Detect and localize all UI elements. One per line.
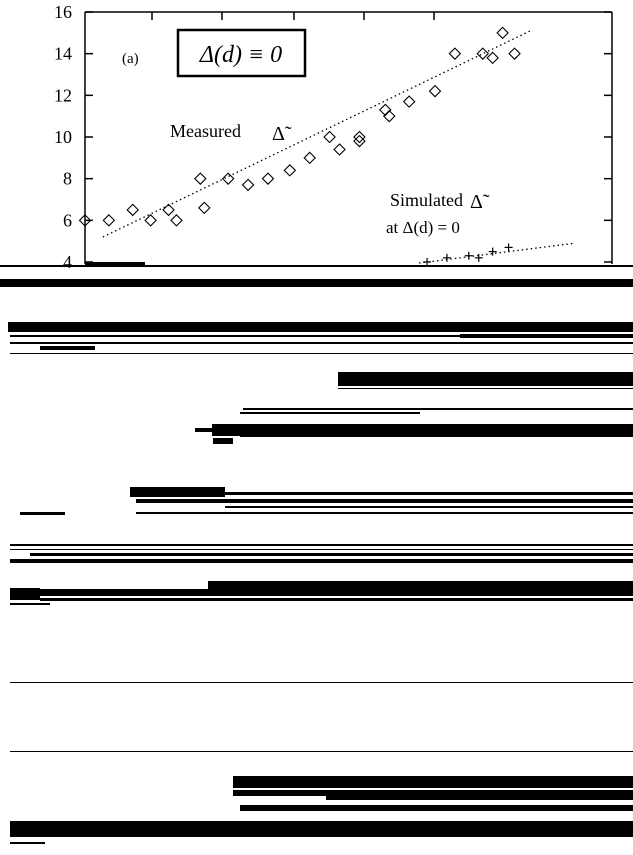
scan-artifact-stripe <box>20 512 65 515</box>
y-tick-label: 8 <box>63 169 72 189</box>
measured-point <box>508 47 521 60</box>
scan-artifact-stripe <box>225 492 633 495</box>
measured-point <box>194 172 207 185</box>
simulated-trend-line <box>419 242 575 264</box>
y-tick-label: 14 <box>54 44 72 64</box>
scan-artifact-stripe <box>10 342 633 344</box>
measured-point <box>382 109 396 123</box>
scan-artifact-stripe <box>10 821 633 837</box>
measured-point <box>353 130 366 144</box>
y-tick-label: 10 <box>54 127 72 147</box>
measured-point <box>303 151 316 165</box>
measured-point <box>428 84 442 98</box>
scan-artifact-stripe <box>243 408 633 410</box>
scan-artifact-stripe <box>460 334 633 338</box>
scan-artifact-stripe <box>10 842 45 844</box>
scan-artifact-stripe <box>10 751 633 752</box>
measured-point <box>261 172 275 185</box>
scan-artifact-stripe <box>10 603 50 605</box>
scan-artifact-stripe <box>30 553 633 556</box>
y-tick-label: 6 <box>63 210 72 230</box>
scan-artifact-stripe <box>136 499 633 503</box>
scan-artifact-stripe <box>136 512 633 514</box>
scan-artifact-stripe <box>8 322 633 332</box>
scan-artifact-stripe <box>40 589 633 596</box>
measured-point <box>323 130 336 144</box>
scan-artifact-stripe <box>225 506 633 508</box>
scan-artifact-stripe <box>85 262 145 267</box>
measured-point <box>283 164 297 177</box>
measured-point <box>144 214 157 227</box>
measured-label: Measured <box>170 121 241 141</box>
measured-point <box>333 143 346 156</box>
panel-label: (a) <box>122 51 139 67</box>
scan-artifact-stripe <box>326 790 633 800</box>
scan-artifact-stripe <box>40 598 633 601</box>
scan-artifact-stripe <box>10 682 633 683</box>
measured-point <box>198 201 211 215</box>
measured-point <box>78 214 92 227</box>
simulated-point <box>504 243 513 252</box>
y-tick-label: 12 <box>54 85 72 105</box>
scan-artifact-stripe <box>40 346 95 350</box>
chart-axes <box>84 11 613 264</box>
measured-point <box>126 203 140 217</box>
scan-artifact-stripe <box>240 805 633 811</box>
simulated-point <box>464 251 473 260</box>
measured-point <box>402 95 416 108</box>
measured-point <box>353 134 366 148</box>
scan-artifact-stripe <box>10 588 40 600</box>
scan-artifact-stripe <box>208 581 633 591</box>
measured-point <box>379 103 392 117</box>
simulated-condition-label: at Δ(d) = 0 <box>386 218 460 237</box>
chart-svg: 4 6 8 10 12 14 16 Δ(d) ≡ 0 (a) Measured Δ̃ Sim… <box>54 2 613 270</box>
measured-point <box>496 26 509 40</box>
scan-artifact-stripe <box>213 438 233 444</box>
simulated-point <box>488 247 497 256</box>
scan-artifact-stripe <box>0 265 633 267</box>
measured-point <box>241 178 255 192</box>
measured-point <box>162 203 175 217</box>
measured-point <box>170 214 183 227</box>
boxed-label-frame <box>176 28 307 78</box>
simulated-delta-label: Δ̃ <box>470 191 490 213</box>
scan-artifact-stripe <box>10 549 633 550</box>
simulated-label: Simulated <box>390 190 463 210</box>
simulated-point <box>474 253 483 262</box>
scan-artifact-stripe <box>130 487 225 497</box>
y-tick-label: 4 <box>63 252 72 270</box>
y-tick-label: 16 <box>54 2 72 22</box>
scan-artifact-stripe <box>10 353 633 354</box>
measured-point <box>221 172 235 185</box>
scan-artifact-stripe <box>212 424 633 436</box>
scan-artifact-stripe <box>240 436 633 437</box>
measured-delta-label: Δ̃ <box>272 123 292 145</box>
scan-artifact-stripe <box>233 790 333 796</box>
scan-artifact-stripe <box>233 776 633 788</box>
measured-point <box>102 214 116 227</box>
scan-artifact-stripe <box>338 372 633 386</box>
scan-artifact-stripe <box>0 279 633 287</box>
scan-artifact-stripe <box>10 335 460 337</box>
scan-artifact-stripe <box>10 559 633 563</box>
measured-point <box>486 51 499 65</box>
simulated-point <box>423 258 432 266</box>
scan-artifact-stripe <box>10 544 633 546</box>
boxed-label: Δ(d) ≡ 0 <box>199 42 282 68</box>
measured-point <box>448 47 462 60</box>
scan-artifact-stripe <box>338 388 633 389</box>
simulated-point <box>442 253 451 262</box>
data-marks <box>78 26 521 266</box>
measured-point <box>476 47 490 60</box>
corrupted-scan-region <box>0 262 633 855</box>
y-tick-labels: 4 6 8 10 12 14 16 <box>54 2 72 270</box>
trend-lines <box>102 30 575 264</box>
scatter-chart: 4 6 8 10 12 14 16 Δ(d) ≡ 0 (a) Measured Δ̃ Sim… <box>0 0 633 270</box>
scan-artifact-stripe <box>195 428 225 432</box>
scan-artifact-stripe <box>240 412 420 414</box>
